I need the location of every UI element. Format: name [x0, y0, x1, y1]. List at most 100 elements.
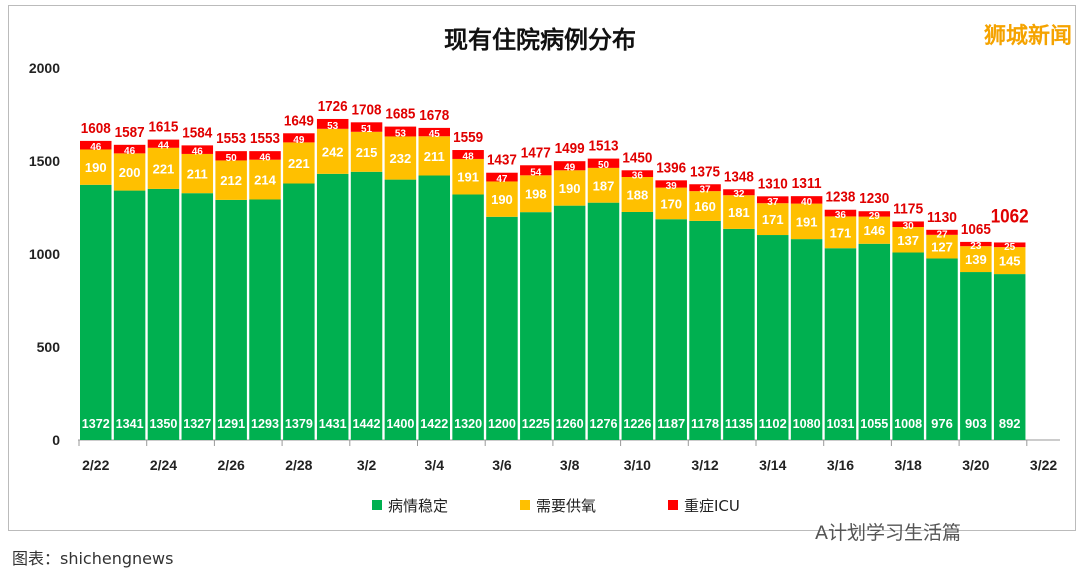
- y-tick-label: 1500: [29, 153, 60, 169]
- total-label: 1310: [758, 175, 788, 192]
- data-label: 45: [429, 129, 441, 140]
- bar-segment-icu: [790, 196, 823, 204]
- data-label: 1291: [217, 416, 245, 431]
- bar-segment-icu: [452, 150, 484, 159]
- total-label: 1238: [825, 189, 855, 206]
- data-label: 23: [970, 241, 982, 252]
- x-tick-label: 3/6: [492, 457, 512, 473]
- data-label: 1341: [116, 416, 144, 431]
- legend-swatch: [372, 500, 382, 510]
- bar-segment-oxygen: [384, 136, 417, 180]
- data-label: 221: [153, 161, 175, 176]
- chart-frame: [8, 5, 1076, 531]
- bar-segment-stable: [350, 171, 383, 440]
- bar-segment-icu: [418, 127, 450, 137]
- bar-segment-oxygen: [418, 136, 450, 176]
- bar-segment-oxygen: [350, 131, 383, 172]
- bar-segment-stable: [757, 235, 789, 440]
- bar-segment-icu: [655, 180, 687, 188]
- y-tick-label: 0: [52, 432, 60, 448]
- bar-segment-stable: [316, 173, 349, 441]
- total-label: 1608: [81, 120, 111, 137]
- y-tick-label: 1000: [29, 246, 60, 262]
- data-label: 160: [694, 199, 716, 214]
- data-label: 36: [632, 171, 644, 182]
- bar-segment-stable: [486, 216, 518, 440]
- data-label: 145: [999, 254, 1021, 269]
- legend-swatch: [520, 500, 530, 510]
- data-label: 137: [897, 233, 919, 248]
- total-label: 1678: [419, 107, 449, 124]
- legend-label: 重症ICU: [684, 497, 740, 515]
- total-label: 1065: [961, 221, 991, 238]
- data-label: 242: [322, 144, 344, 159]
- total-label: 1499: [555, 140, 585, 157]
- x-tick-label: 3/4: [425, 457, 445, 473]
- data-label: 146: [863, 223, 885, 238]
- bar-segment-stable: [147, 188, 180, 440]
- bar-segment-oxygen: [858, 216, 891, 244]
- x-tick-label: 3/22: [1030, 457, 1057, 473]
- data-label: 1431: [319, 416, 347, 431]
- bar-segment-icu: [520, 165, 552, 176]
- bar-segment-oxygen: [926, 234, 958, 259]
- bar-segment-stable: [80, 184, 112, 440]
- bar-segment-oxygen: [520, 175, 552, 213]
- data-label: 46: [259, 152, 271, 163]
- bar-segment-oxygen: [621, 176, 654, 212]
- total-label: 1175: [893, 200, 923, 217]
- bar-segment-oxygen: [316, 128, 349, 174]
- bar-segment-oxygen: [892, 227, 924, 253]
- data-label: 39: [666, 181, 678, 192]
- x-tick-label: 3/20: [962, 457, 989, 473]
- bar-segment-icu: [824, 209, 857, 217]
- bar-segment-icu: [892, 221, 924, 228]
- bar-segment-oxygen: [486, 181, 518, 217]
- x-tick-label: 2/26: [218, 457, 245, 473]
- y-tick-label: 500: [37, 339, 61, 355]
- data-label: 181: [728, 205, 750, 220]
- bar-segment-icu: [384, 126, 417, 137]
- data-label: 190: [559, 181, 581, 196]
- watermark-logo: 狮城新闻: [983, 24, 1072, 49]
- bar-segment-icu: [113, 144, 146, 154]
- data-label: 46: [192, 147, 204, 158]
- bar-segment-stable: [283, 183, 315, 441]
- data-label: 1178: [691, 416, 719, 431]
- data-label: 190: [491, 192, 513, 207]
- data-label: 44: [158, 141, 170, 152]
- data-label: 1226: [623, 416, 651, 431]
- bar-segment-stable: [621, 211, 654, 440]
- bar-segment-oxygen: [689, 191, 721, 221]
- total-label: 1708: [352, 101, 382, 118]
- data-label: 1200: [488, 416, 516, 431]
- data-label: 50: [598, 160, 610, 171]
- total-label: 1396: [656, 159, 686, 176]
- data-label: 50: [226, 153, 238, 164]
- total-label: 1685: [385, 106, 415, 123]
- total-label: 1311: [792, 175, 822, 192]
- data-label: 1422: [420, 416, 448, 431]
- bar-segment-stable: [587, 202, 620, 440]
- x-tick-label: 2/24: [150, 457, 177, 473]
- data-label: 139: [965, 252, 987, 267]
- data-label: 1055: [860, 416, 888, 431]
- source-footer: 图表：shichengnews: [12, 549, 174, 568]
- bar-segment-oxygen: [283, 142, 315, 184]
- total-label: 1553: [250, 130, 280, 147]
- bar-segment-stable: [215, 199, 247, 440]
- total-label: 1130: [927, 209, 957, 226]
- data-label: 1350: [149, 416, 177, 431]
- total-label: 1230: [859, 190, 889, 207]
- data-label: 1080: [793, 416, 821, 431]
- total-label: 1513: [589, 138, 619, 155]
- data-label: 170: [660, 196, 682, 211]
- bar-segment-oxygen: [824, 216, 857, 249]
- bar-segment-stable: [655, 219, 687, 440]
- data-label: 200: [119, 165, 141, 180]
- data-label: 215: [356, 145, 378, 160]
- data-label: 1031: [826, 416, 854, 431]
- bar-segment-oxygen: [452, 158, 484, 195]
- total-label: 1450: [622, 149, 652, 166]
- data-label: 1187: [657, 416, 685, 431]
